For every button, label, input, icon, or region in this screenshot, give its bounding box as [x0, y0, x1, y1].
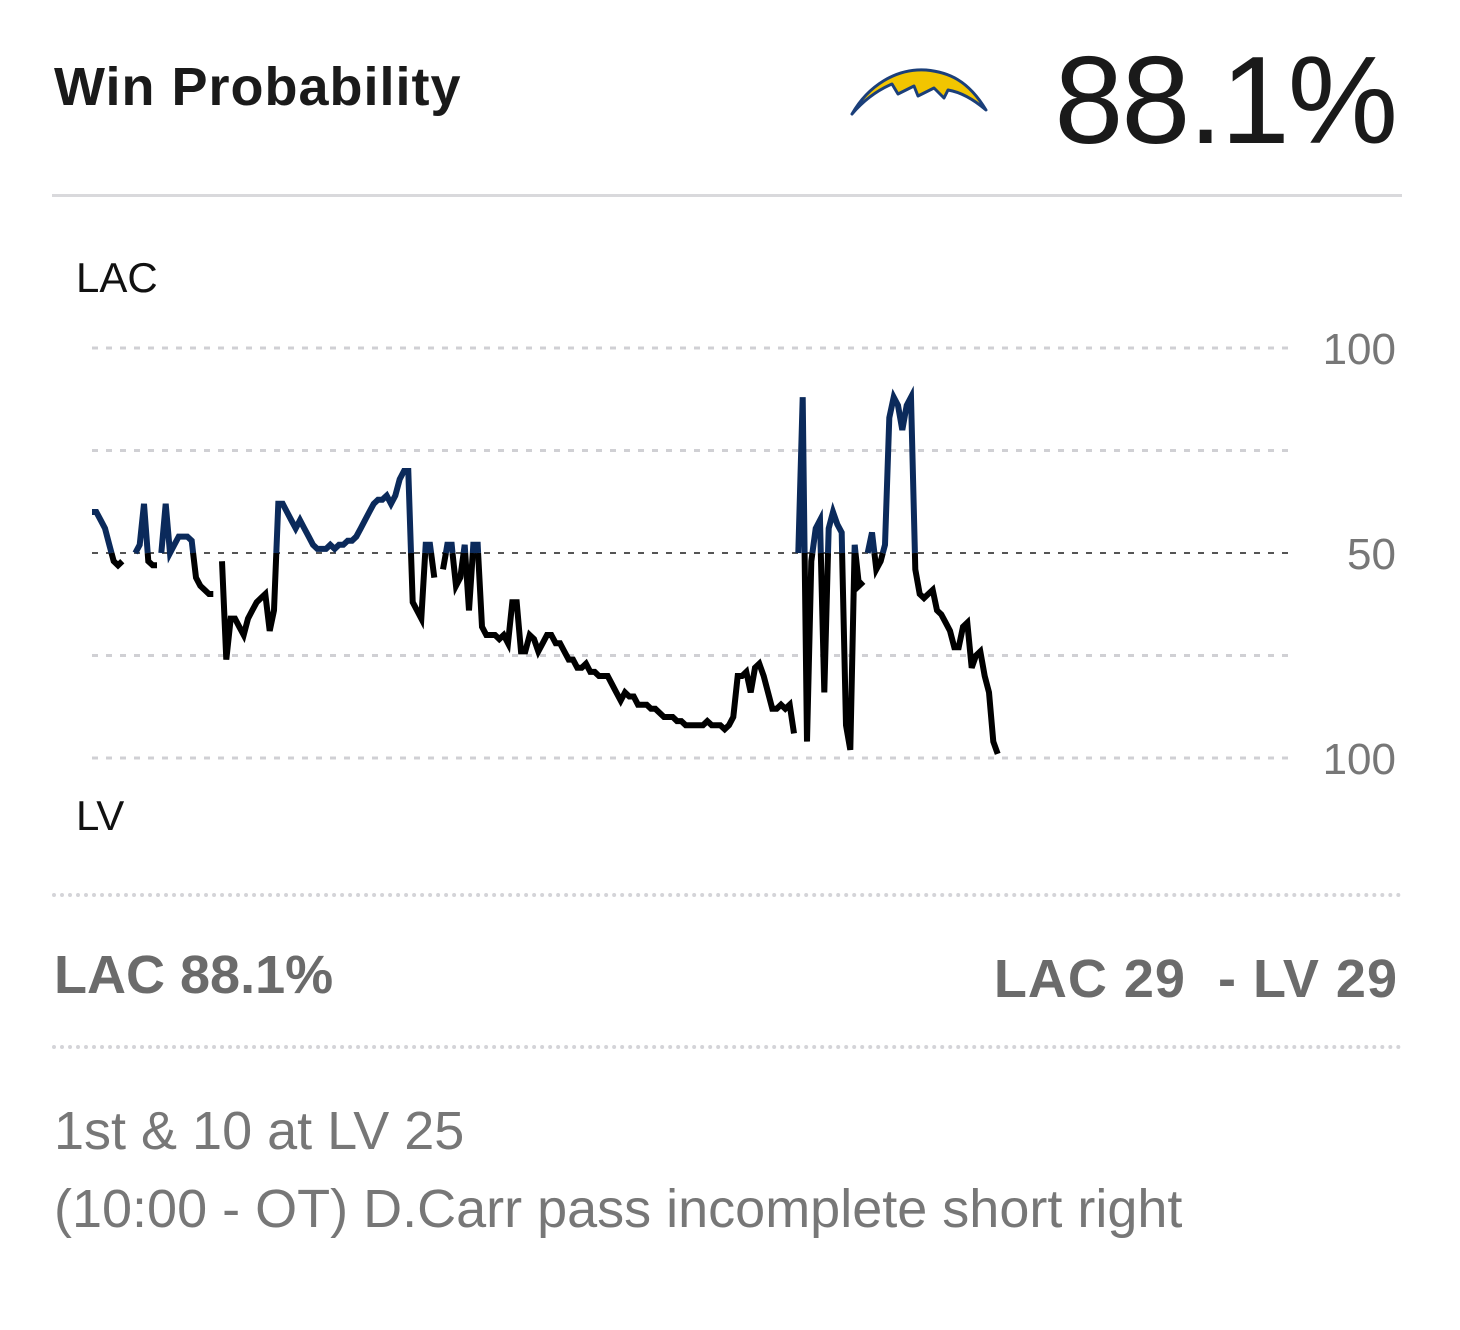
series-lv-segment	[462, 552, 476, 611]
chart-series	[92, 385, 1001, 755]
series-lv-segment	[108, 552, 125, 570]
series-lac-segment	[864, 531, 878, 554]
series-lac-segment	[460, 544, 469, 554]
series-lac-segment	[809, 508, 824, 554]
home-score: LAC 29	[993, 949, 1186, 1009]
score-separator: -	[1201, 949, 1253, 1009]
away-score: LV 29	[1252, 949, 1398, 1009]
chart-tick-labels: 100 50 100	[1323, 325, 1396, 784]
card-title: Win Probability	[54, 57, 462, 117]
series-lv-segment	[408, 552, 429, 630]
series-lac-segment	[851, 544, 859, 554]
y-tick-label: 100	[1323, 735, 1396, 784]
header-divider	[52, 194, 1402, 197]
series-lv-segment	[219, 552, 280, 660]
current-win-pct: 88.1%	[1054, 32, 1398, 170]
series-lv-segment	[428, 552, 438, 578]
series-lv-segment	[190, 552, 214, 597]
chart-divider	[52, 893, 1402, 897]
win-probability-chart: LAC LV 100 50 100	[76, 254, 1396, 839]
series-lac-segment	[879, 385, 918, 554]
series-lac-segment	[442, 541, 456, 554]
chargers-bolt-icon	[850, 68, 988, 116]
current-pct-value: 88.1%	[180, 945, 334, 1005]
series-lv-segment	[817, 552, 831, 693]
bottom-team-label: LV	[76, 792, 124, 839]
play-description: (10:00 - OT) D.Carr pass incomplete shor…	[54, 1179, 1183, 1239]
down-distance: 1st & 10 at LV 25	[54, 1101, 465, 1161]
series-lac-segment	[469, 541, 482, 554]
series-lac-segment	[132, 503, 151, 555]
score-line: LAC 29 - LV 29	[994, 948, 1398, 1010]
series-lac-segment	[158, 503, 197, 564]
series-lac-segment	[92, 509, 115, 554]
series-lac-segment	[273, 468, 414, 554]
series-lv-segment	[801, 552, 816, 742]
summary-divider	[52, 1045, 1402, 1049]
current-team-win-pct: LAC 88.1%	[54, 944, 333, 1006]
y-tick-label: 100	[1323, 325, 1396, 374]
series-lv-segment	[449, 552, 467, 596]
y-tick-label: 50	[1347, 530, 1396, 579]
series-lac-segment	[825, 501, 846, 554]
series-lv-segment	[475, 552, 797, 734]
series-lv-segment	[871, 552, 886, 580]
chart-gridlines	[92, 346, 1288, 760]
series-lv-segment	[440, 552, 449, 570]
current-team: LAC	[54, 945, 165, 1005]
series-lac-segment	[422, 541, 435, 554]
series-lv-segment	[911, 552, 1001, 755]
series-lac-segment	[795, 397, 808, 554]
series-lv-segment	[852, 552, 866, 593]
series-lv-segment	[839, 552, 858, 751]
series-lv-segment	[144, 552, 157, 569]
top-team-label: LAC	[76, 254, 158, 301]
